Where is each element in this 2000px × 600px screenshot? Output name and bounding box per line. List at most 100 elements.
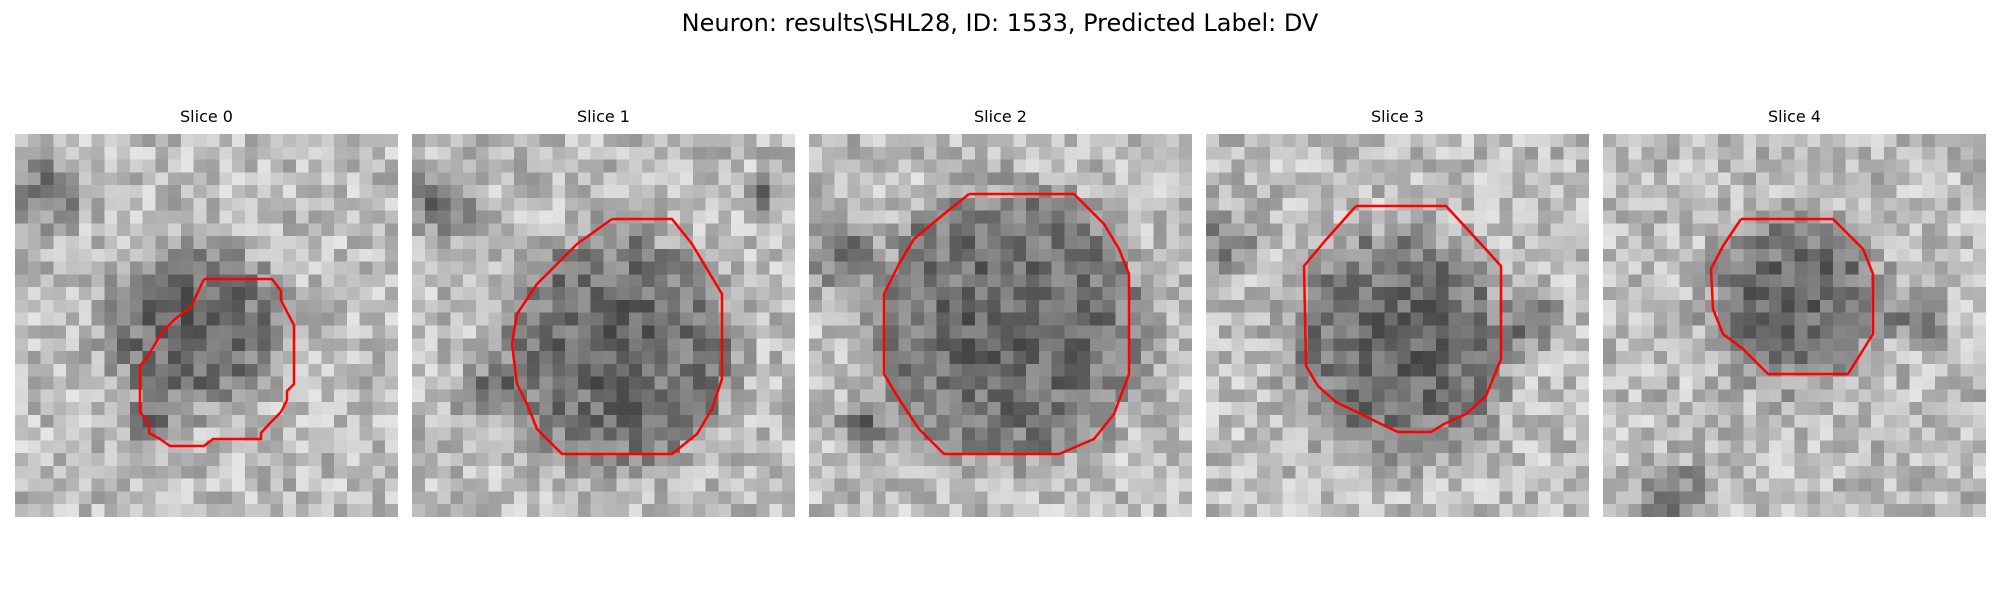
image-pixel [1423,248,1437,263]
image-pixel [53,248,67,263]
image-pixel [1537,414,1552,429]
image-pixel [1615,465,1630,480]
image-pixel [1051,236,1065,250]
image-pixel [680,299,694,314]
image-pixel [1743,427,1757,441]
image-pixel [1883,197,1898,212]
image-pixel [1371,363,1386,378]
image-pixel [129,491,144,505]
image-pixel [641,325,656,339]
image-pixel [1832,351,1847,365]
image-pixel [424,338,439,352]
image-pixel [1512,351,1526,365]
image-pixel [104,427,118,441]
image-pixel [232,414,246,429]
image-pixel [641,299,656,314]
image-pixel [1628,338,1642,352]
image-pixel [1153,210,1167,224]
image-pixel [1269,427,1284,441]
image-pixel [1909,389,1923,403]
image-pixel [15,389,29,403]
image-pixel [78,351,93,365]
image-pixel [987,376,1001,390]
image-pixel [488,465,502,480]
image-pixel [1922,261,1936,275]
image-pixel [987,197,1001,212]
image-pixel [1397,210,1411,224]
image-pixel [987,159,1001,173]
image-pixel [1397,504,1411,517]
image-pixel [1537,223,1552,237]
image-pixel [1730,261,1744,275]
image-pixel [526,146,541,161]
image-pixel [1896,414,1910,429]
image-pixel [1871,504,1885,517]
image-pixel [1295,223,1309,237]
image-pixel [1960,440,1974,454]
image-pixel [117,299,131,314]
image-pixel [1512,465,1526,480]
image-pixel [1102,197,1116,212]
image-pixel [987,440,1001,454]
image-pixel [1410,248,1424,263]
image-pixel [1832,172,1847,186]
image-pixel [1423,363,1437,378]
image-pixel [232,504,246,517]
image-pixel [769,453,783,467]
image-pixel [743,376,758,390]
image-pixel [898,440,912,454]
image-pixel [923,478,938,492]
image-pixel [936,351,950,365]
image-pixel [475,414,490,429]
image-pixel [1359,402,1373,416]
image-pixel [66,389,80,403]
image-pixel [1603,146,1617,161]
image-pixel [104,389,118,403]
image-pixel [1550,363,1564,378]
image-pixel [756,491,770,505]
image-pixel [860,236,874,250]
image-pixel [1308,146,1322,161]
image-pixel [860,197,874,212]
image-pixel [1896,402,1910,416]
image-pixel [949,299,963,314]
image-pixel [718,504,732,517]
image-pixel [1371,134,1386,148]
image-pixel [1206,402,1220,416]
image-pixel [232,363,246,378]
image-pixel [809,338,823,352]
image-pixel [1537,376,1552,390]
image-pixel [308,351,322,365]
image-pixel [923,453,938,467]
image-pixel [1448,325,1462,339]
image-pixel [1973,402,1986,416]
image-pixel [1845,440,1859,454]
image-pixel [1140,197,1155,212]
image-pixel [78,185,93,199]
image-pixel [1679,504,1693,517]
image-pixel [66,427,80,441]
image-pixel [346,134,361,148]
image-pixel [1244,197,1258,212]
image-pixel [1820,389,1834,403]
image-pixel [1947,363,1961,378]
image-pixel [40,134,54,148]
image-pixel [1038,363,1053,378]
image-pixel [117,312,131,326]
image-pixel [488,146,502,161]
image-pixel [1973,440,1986,454]
image-pixel [1423,414,1437,429]
image-pixel [1717,389,1732,403]
image-pixel [1628,172,1642,186]
image-pixel [974,172,989,186]
image-pixel [385,312,398,326]
image-pixel [463,453,477,467]
image-pixel [1128,299,1142,314]
image-pixel [308,172,322,186]
image-pixel [437,223,451,237]
image-pixel [1550,287,1564,301]
image-pixel [539,453,553,467]
image-pixel [526,299,541,314]
image-pixel [743,363,758,378]
image-pixel [412,414,426,429]
